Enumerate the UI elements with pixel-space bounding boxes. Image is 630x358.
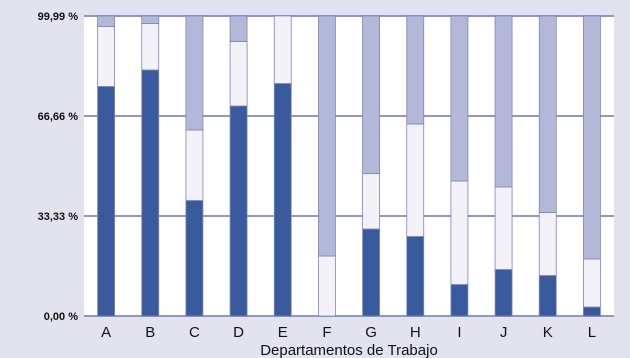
bar-segment-b-3: [141, 15, 160, 24]
y-tick-label: 0,00 %: [44, 311, 78, 323]
bar-segment-a-1: [97, 86, 115, 317]
y-tick-label: 66,66 %: [38, 111, 79, 123]
y-tick-label: 99,99 %: [38, 11, 79, 23]
bar-segment-f-3: [318, 15, 336, 257]
bar-segment-g-1: [362, 228, 380, 317]
x-tick-label: H: [410, 324, 421, 341]
grid-lines: [84, 15, 614, 317]
bar-segment-f-2: [318, 255, 336, 317]
bar-segment-e-2: [273, 15, 292, 84]
bar-segment-l-2: [583, 258, 601, 308]
bar-segment-h-2: [406, 123, 425, 237]
bar-segment-h-3: [406, 15, 425, 125]
bar-segment-j-3: [494, 15, 513, 188]
bar-segment-j-2: [494, 186, 513, 270]
bar-segment-c-1: [185, 200, 204, 317]
bar-segment-h-1: [406, 236, 425, 317]
x-axis-title: Departamentos de Trabajo: [260, 342, 438, 358]
bar-segment-k-2: [538, 212, 557, 276]
bar-segment-d-2: [229, 41, 248, 107]
bar-segment-k-3: [538, 15, 557, 213]
x-tick-label: E: [278, 324, 288, 341]
x-tick-label: D: [233, 324, 244, 341]
bar-segment-a-2: [97, 26, 115, 87]
bar-segment-k-1: [538, 275, 557, 317]
bar-segment-c-3: [185, 15, 204, 131]
bar-segment-b-2: [141, 23, 160, 71]
bar-segment-d-1: [229, 105, 248, 317]
bars: [97, 15, 601, 317]
bar-segment-i-3: [450, 15, 469, 182]
x-tick-label: K: [543, 324, 553, 341]
x-tick-label: C: [189, 324, 200, 341]
y-axis-ticks: 0,00 % 33,33 % 66,66 % 99,99 %: [38, 11, 79, 323]
x-tick-label: J: [500, 324, 508, 341]
x-tick-label: A: [101, 324, 111, 341]
bar-segment-d-3: [229, 15, 248, 42]
x-tick-label: F: [322, 324, 331, 341]
bar-segment-i-1: [450, 284, 469, 317]
bar-segment-l-3: [583, 15, 601, 260]
bar-segment-g-2: [362, 173, 380, 230]
bar-segment-c-2: [185, 129, 204, 201]
x-tick-label: G: [365, 324, 377, 341]
x-tick-label: B: [145, 324, 155, 341]
plot-background: [84, 16, 614, 316]
bar-segment-a-3: [97, 15, 115, 27]
x-axis-ticks: A B C D E F G H I J K L: [101, 324, 596, 341]
y-tick-label: 33,33 %: [38, 211, 79, 223]
x-tick-label: I: [457, 324, 461, 341]
bar-segment-l-1: [583, 306, 601, 317]
bar-segment-i-2: [450, 180, 469, 285]
bar-segment-g-3: [362, 15, 380, 174]
bar-segment-e-1: [273, 83, 292, 317]
bar-segment-b-1: [141, 69, 160, 317]
x-tick-label: L: [588, 324, 596, 341]
bar-segment-j-1: [494, 269, 513, 317]
